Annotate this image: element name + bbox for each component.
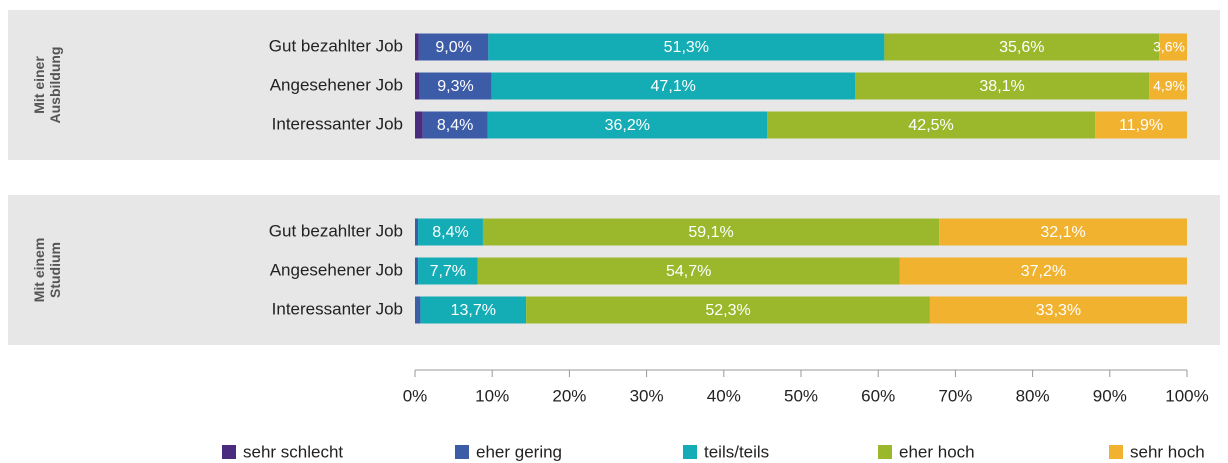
legend-label: eher hoch xyxy=(899,442,975,461)
x-tick-label: 60% xyxy=(861,386,895,405)
value-label: 51,3% xyxy=(664,39,709,56)
x-tick-label: 80% xyxy=(1016,386,1050,405)
value-label: 37,2% xyxy=(1021,263,1066,280)
value-label: 8,4% xyxy=(432,224,468,241)
value-label: 7,7% xyxy=(430,263,466,280)
x-tick-label: 0% xyxy=(403,386,428,405)
value-label: 33,3% xyxy=(1036,302,1081,319)
legend-swatch xyxy=(222,445,236,459)
bar-segment xyxy=(415,72,420,100)
value-label: 47,1% xyxy=(651,78,696,95)
legend-label: sehr hoch xyxy=(1130,442,1205,461)
bar-segment xyxy=(1095,111,1187,139)
bar-segment xyxy=(491,72,856,100)
bar-segment xyxy=(415,111,423,139)
group-label-line: Mit einem xyxy=(31,238,47,303)
bar-segment xyxy=(482,218,940,246)
value-label: 9,3% xyxy=(437,78,473,95)
x-tick-label: 10% xyxy=(475,386,509,405)
value-label: 54,7% xyxy=(666,263,711,280)
bar-segment xyxy=(899,257,1187,285)
group-label-line: Studium xyxy=(47,242,63,298)
bar-segment xyxy=(939,218,1187,246)
category-label: Interessanter Job xyxy=(272,114,403,133)
x-tick-label: 40% xyxy=(707,386,741,405)
value-label: 42,5% xyxy=(908,117,953,134)
category-label: Gut bezahlter Job xyxy=(269,221,403,240)
category-label: Angesehener Job xyxy=(270,75,403,94)
x-tick-label: 70% xyxy=(938,386,972,405)
bar-segment xyxy=(488,33,885,61)
legend-label: eher gering xyxy=(476,442,562,461)
value-label: 36,2% xyxy=(605,117,650,134)
value-label: 13,7% xyxy=(451,302,496,319)
legend-swatch xyxy=(878,445,892,459)
bar-segment xyxy=(526,296,930,324)
bar-segment xyxy=(415,218,419,246)
value-label: 35,6% xyxy=(999,39,1044,56)
x-tick-label: 90% xyxy=(1093,386,1127,405)
legend-label: sehr schlecht xyxy=(243,442,343,461)
value-label: 9,0% xyxy=(435,39,471,56)
legend-swatch xyxy=(1109,445,1123,459)
value-label: 52,3% xyxy=(705,302,750,319)
bar-segment xyxy=(418,33,489,61)
bar-segment xyxy=(767,111,1096,139)
value-label: 8,4% xyxy=(437,117,473,134)
bar-segment xyxy=(415,257,419,285)
bar-segment xyxy=(418,257,478,285)
group-label: Mit einerAusbildung xyxy=(31,47,63,124)
value-label: 4,9% xyxy=(1153,78,1185,94)
bar-segment xyxy=(419,72,492,100)
bar-segment xyxy=(855,72,1150,100)
group-label-line: Ausbildung xyxy=(47,47,63,124)
value-label: 32,1% xyxy=(1040,224,1085,241)
value-label: 11,9% xyxy=(1119,117,1163,134)
value-label: 38,1% xyxy=(979,78,1024,95)
group-label: Mit einemStudium xyxy=(31,238,63,303)
legend-label: teils/teils xyxy=(704,442,769,461)
bar-segment xyxy=(420,296,527,324)
legend-swatch xyxy=(683,445,697,459)
value-label: 3,6% xyxy=(1153,39,1185,55)
category-label: Angesehener Job xyxy=(270,260,403,279)
category-label: Gut bezahlter Job xyxy=(269,36,403,55)
bar-segment xyxy=(422,111,488,139)
group-label-line: Mit einer xyxy=(31,56,47,114)
x-tick-label: 100% xyxy=(1165,386,1208,405)
bar-segment xyxy=(415,296,421,324)
legend-swatch xyxy=(455,445,469,459)
x-tick-label: 50% xyxy=(784,386,818,405)
bar-segment xyxy=(418,218,483,246)
value-label: 59,1% xyxy=(688,224,733,241)
x-tick-label: 20% xyxy=(552,386,586,405)
bar-segment xyxy=(929,296,1187,324)
bar-segment xyxy=(1149,72,1187,100)
bar-segment xyxy=(884,33,1160,61)
x-tick-label: 30% xyxy=(630,386,664,405)
bar-segment xyxy=(415,33,419,61)
bar-segment xyxy=(487,111,768,139)
bar-segment xyxy=(477,257,900,285)
bar-segment xyxy=(1159,33,1187,61)
category-label: Interessanter Job xyxy=(272,299,403,318)
